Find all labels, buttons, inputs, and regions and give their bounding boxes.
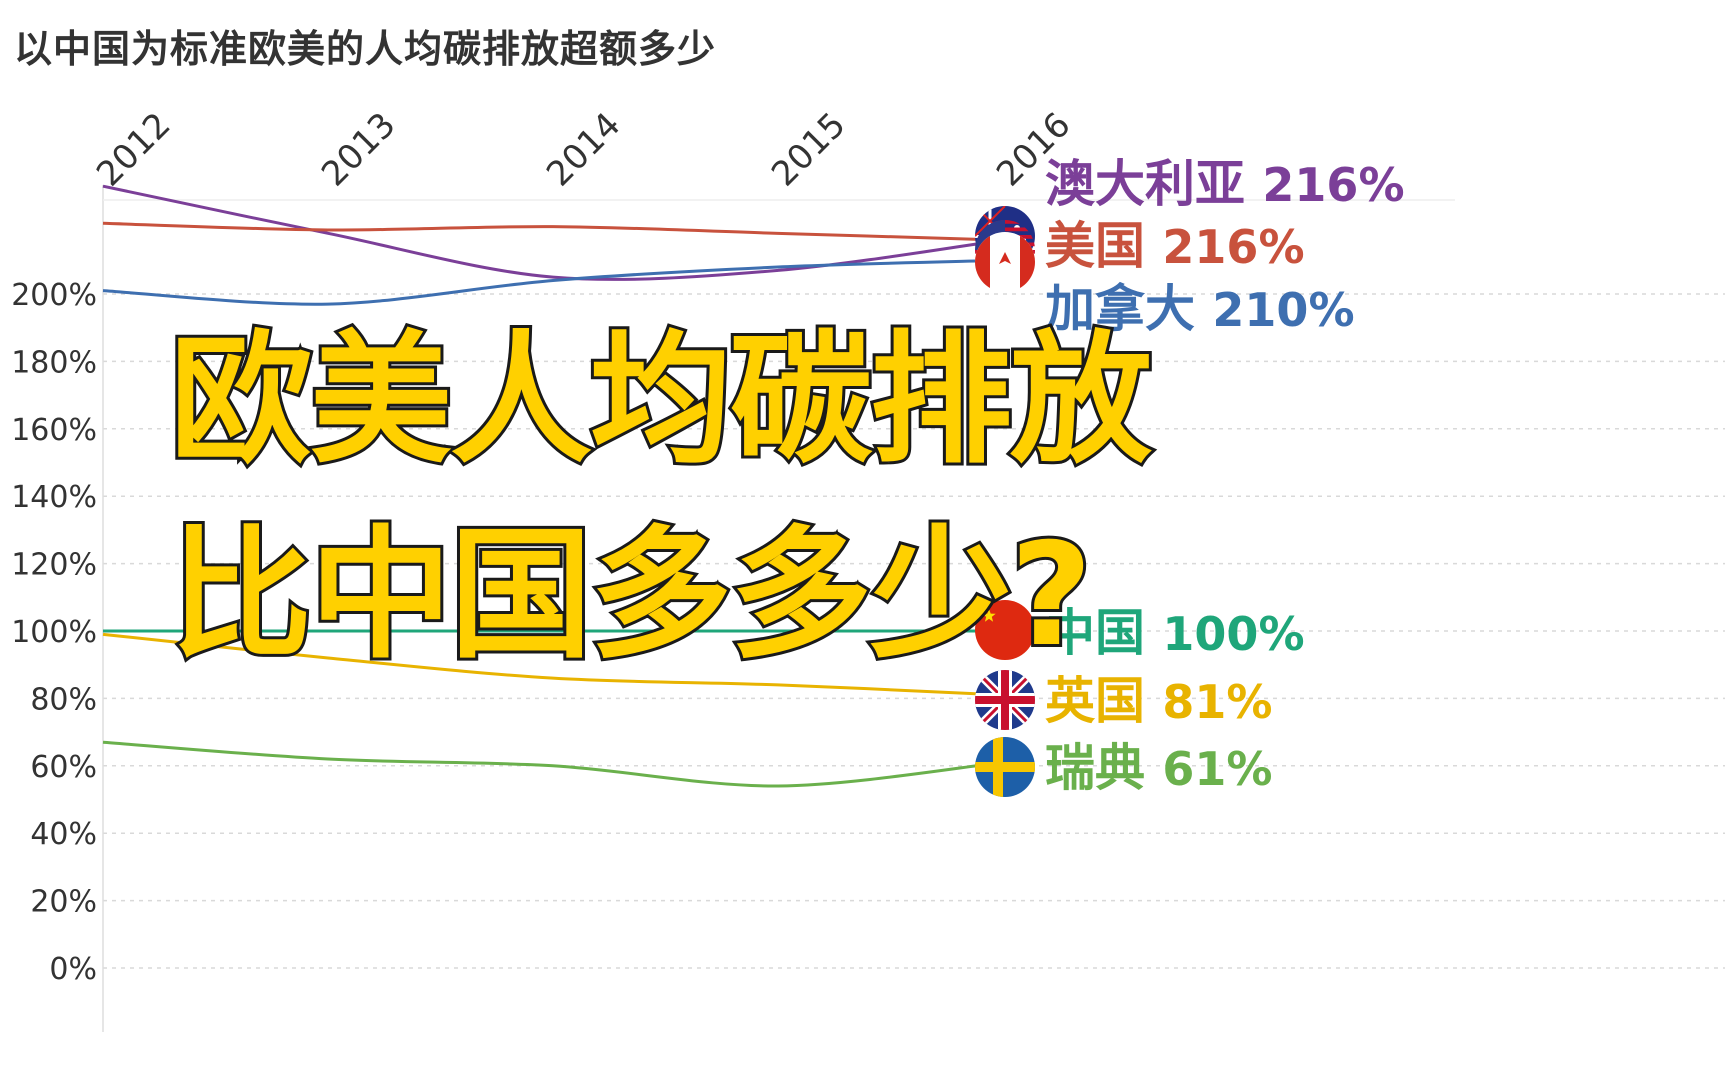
series-value: 216% xyxy=(1262,158,1404,212)
y-tick-label: 0% xyxy=(49,952,97,987)
y-tick-label: 40% xyxy=(30,817,97,852)
y-tick-label: 80% xyxy=(30,682,97,717)
series-end-label: 加拿大 210% xyxy=(1045,280,1355,338)
series-value: 210% xyxy=(1212,283,1354,337)
series-name: 瑞典 xyxy=(1045,739,1162,797)
series-name: 中国 xyxy=(1045,604,1162,662)
sweden-flag-icon xyxy=(975,737,1035,797)
series-name: 加拿大 xyxy=(1045,280,1212,338)
overlay-headline-line1: 欧美人均碳排放 xyxy=(167,318,1155,483)
series-value: 61% xyxy=(1162,742,1272,796)
series-name: 澳大利亚 xyxy=(1045,155,1262,213)
y-tick-label: 160% xyxy=(11,413,97,448)
series-end-label: 英国 81% xyxy=(1045,672,1273,730)
uk-flag-icon xyxy=(975,670,1035,730)
y-tick-label: 20% xyxy=(30,885,97,920)
series-value: 81% xyxy=(1162,675,1272,729)
series-lines xyxy=(102,184,1004,788)
y-tick-label: 180% xyxy=(11,345,97,380)
series-value: 216% xyxy=(1162,220,1304,274)
y-tick-label: 200% xyxy=(11,278,97,313)
series-name: 英国 xyxy=(1045,672,1162,730)
x-tick-label: 2012 xyxy=(89,105,178,194)
series-line-uk xyxy=(102,632,1004,697)
series-value: 100% xyxy=(1162,607,1304,661)
page-title: 以中国为标准欧美的人均碳排放超额多少 xyxy=(14,27,717,71)
end-markers: 澳大利亚 216%美国 216%加拿大 210%中国 100%英国 81%瑞典 … xyxy=(975,155,1405,797)
x-tick-label: 2013 xyxy=(314,105,403,194)
gridlines xyxy=(103,293,1725,969)
x-tick-label: 2014 xyxy=(539,105,628,194)
series-end-label: 澳大利亚 216% xyxy=(1045,155,1405,213)
x-tick-label: 2015 xyxy=(764,105,853,194)
series-line-canada xyxy=(102,258,1004,306)
y-tick-label: 60% xyxy=(30,750,97,785)
series-end-label: 中国 100% xyxy=(1045,604,1305,662)
series-end-label: 瑞典 61% xyxy=(1045,739,1273,797)
series-end-label: 美国 216% xyxy=(1045,217,1305,275)
canada-flag-icon xyxy=(975,232,1035,292)
y-tick-label: 100% xyxy=(11,615,97,650)
series-line-usa xyxy=(102,221,1004,242)
y-tick-label: 120% xyxy=(11,548,97,583)
series-name: 美国 xyxy=(1045,217,1162,275)
y-tick-label: 140% xyxy=(11,480,97,515)
series-line-sweden xyxy=(102,740,1004,788)
overlay-headline-line2: 比中国多多少? xyxy=(167,513,1095,678)
china-flag-icon xyxy=(975,600,1035,660)
series-line-australia xyxy=(102,184,1004,281)
